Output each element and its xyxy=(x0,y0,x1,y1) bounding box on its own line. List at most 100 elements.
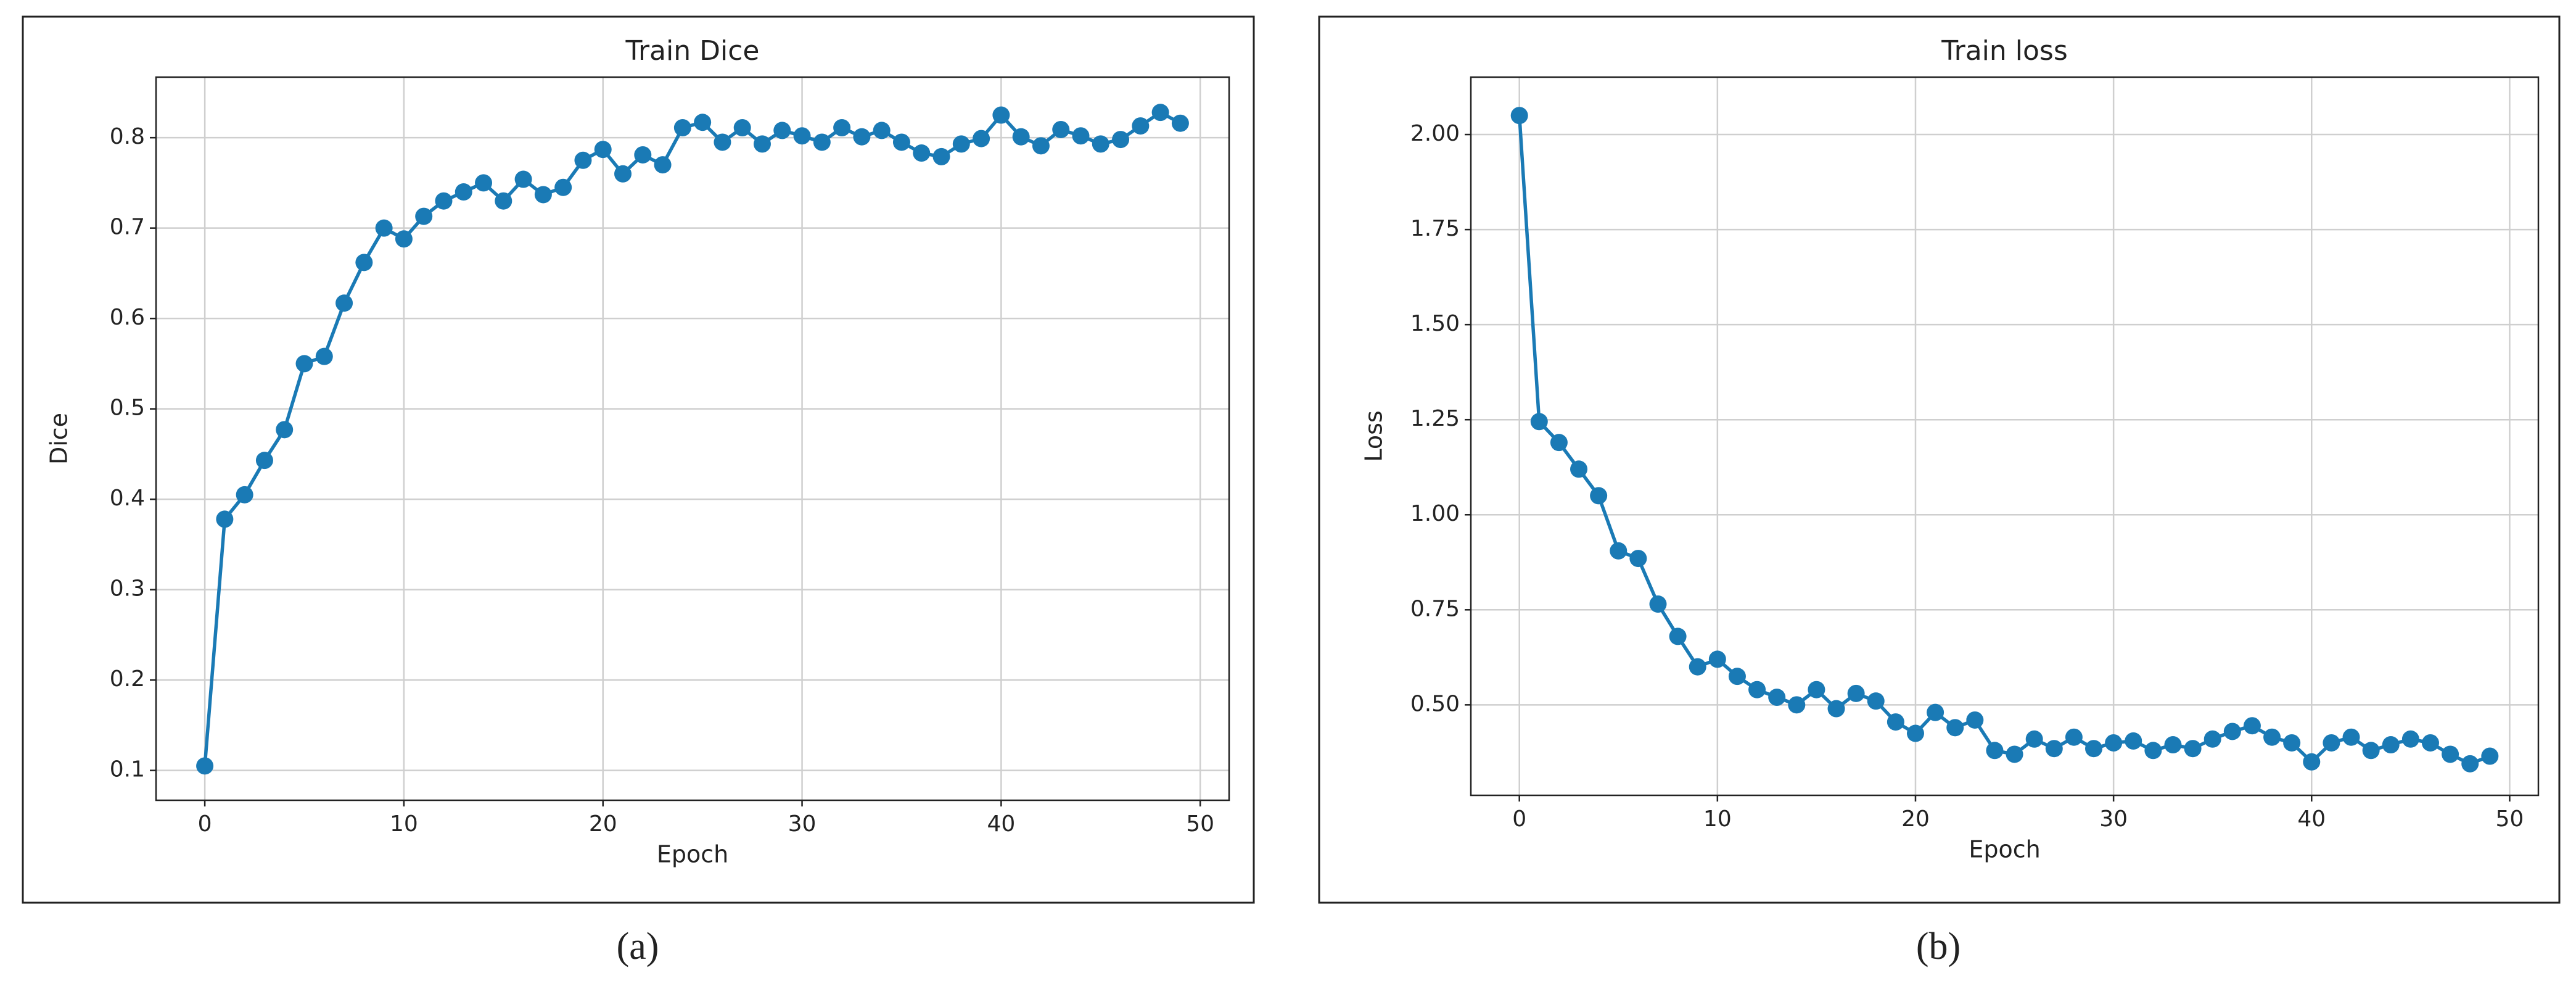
data-point xyxy=(1946,719,1964,737)
data-point xyxy=(2204,730,2221,748)
panel-border xyxy=(1318,15,2561,904)
data-point xyxy=(733,119,751,137)
data-point xyxy=(2382,736,2400,754)
y-tick-label: 0.4 xyxy=(110,486,145,511)
data-point xyxy=(216,510,234,528)
data-point xyxy=(1092,135,1109,153)
y-tick-label: 1.75 xyxy=(1410,216,1460,241)
data-point xyxy=(1669,628,1687,645)
data-point xyxy=(196,757,214,775)
x-tick-label: 30 xyxy=(788,811,817,837)
data-point xyxy=(295,355,313,373)
chart-title: Train Dice xyxy=(625,35,760,67)
data-point xyxy=(2481,747,2499,765)
data-point xyxy=(2045,740,2063,758)
x-tick-label: 40 xyxy=(2297,806,2326,832)
x-tick-label: 20 xyxy=(589,811,617,837)
data-point xyxy=(1808,681,1825,698)
x-tick-label: 10 xyxy=(1703,806,1732,832)
data-point xyxy=(1052,120,1070,138)
data-point xyxy=(2263,728,2281,746)
caption: (b) xyxy=(1916,926,1961,967)
y-tick-label: 0.5 xyxy=(110,396,145,421)
data-point xyxy=(892,133,910,151)
data-point xyxy=(2006,745,2023,763)
data-point xyxy=(2461,755,2479,773)
data-point xyxy=(2342,728,2360,746)
x-tick-label: 20 xyxy=(1901,806,1930,832)
data-point xyxy=(853,128,871,146)
plot-frame xyxy=(155,76,1230,802)
y-axis-label: Dice xyxy=(46,413,73,465)
data-point xyxy=(1689,658,1706,676)
y-tick-label: 2.00 xyxy=(1410,121,1460,146)
data-point xyxy=(2323,734,2340,752)
data-point xyxy=(1032,137,1050,155)
data-point xyxy=(1887,713,1904,731)
data-point xyxy=(673,119,691,137)
data-point xyxy=(913,144,931,162)
x-tick-label: 40 xyxy=(987,811,1015,837)
data-point xyxy=(694,114,712,131)
data-point xyxy=(2442,745,2459,763)
data-point xyxy=(236,486,253,503)
y-tick-label: 0.3 xyxy=(110,576,145,602)
data-point xyxy=(514,170,532,188)
data-point xyxy=(355,254,373,271)
chart-title: Train loss xyxy=(1941,35,2068,67)
data-point xyxy=(1151,104,1169,122)
data-point xyxy=(255,452,273,470)
data-point xyxy=(1827,700,1845,718)
data-point xyxy=(2421,734,2439,752)
y-tick-label: 0.6 xyxy=(110,305,145,330)
data-point xyxy=(315,347,333,365)
data-point xyxy=(1708,650,1726,668)
y-tick-label: 0.2 xyxy=(110,666,145,692)
y-axis-label: Loss xyxy=(1360,410,1388,462)
data-line xyxy=(1517,115,2491,766)
x-axis-label: Epoch xyxy=(657,841,728,868)
data-point xyxy=(992,106,1010,124)
data-point xyxy=(1986,742,2004,760)
data-point xyxy=(2164,736,2182,754)
x-tick-label: 0 xyxy=(1512,806,1526,832)
data-point xyxy=(1530,413,1548,431)
data-point xyxy=(614,165,632,183)
data-point xyxy=(2243,717,2261,735)
data-point xyxy=(1748,681,1766,698)
data-point xyxy=(952,135,970,153)
data-point xyxy=(594,141,612,159)
data-point xyxy=(1728,668,1746,686)
data-point xyxy=(415,207,433,225)
data-point xyxy=(395,230,413,248)
data-point xyxy=(1112,131,1130,149)
data-point xyxy=(2144,742,2162,760)
data-point xyxy=(654,156,672,174)
data-point xyxy=(375,219,393,237)
data-line xyxy=(203,110,1182,766)
data-point xyxy=(1072,127,1090,145)
data-point xyxy=(1867,692,1885,710)
x-tick-label: 50 xyxy=(2496,806,2524,832)
data-point xyxy=(2303,753,2321,771)
x-tick-label: 0 xyxy=(198,811,212,837)
data-point xyxy=(2401,730,2419,748)
x-tick-label: 50 xyxy=(1186,811,1214,837)
data-point xyxy=(833,119,851,137)
data-point xyxy=(534,186,552,204)
data-point xyxy=(435,192,453,210)
data-point xyxy=(753,135,771,153)
data-point xyxy=(634,146,652,164)
y-tick-label: 1.25 xyxy=(1410,406,1460,431)
data-point xyxy=(1132,117,1150,135)
data-point xyxy=(495,192,512,210)
data-point xyxy=(1847,684,1865,702)
panel-border xyxy=(22,15,1255,904)
data-point xyxy=(773,122,791,139)
x-tick-label: 30 xyxy=(2099,806,2128,832)
data-point xyxy=(1590,487,1608,505)
data-point xyxy=(2184,740,2202,758)
y-tick-label: 0.50 xyxy=(1410,691,1460,716)
